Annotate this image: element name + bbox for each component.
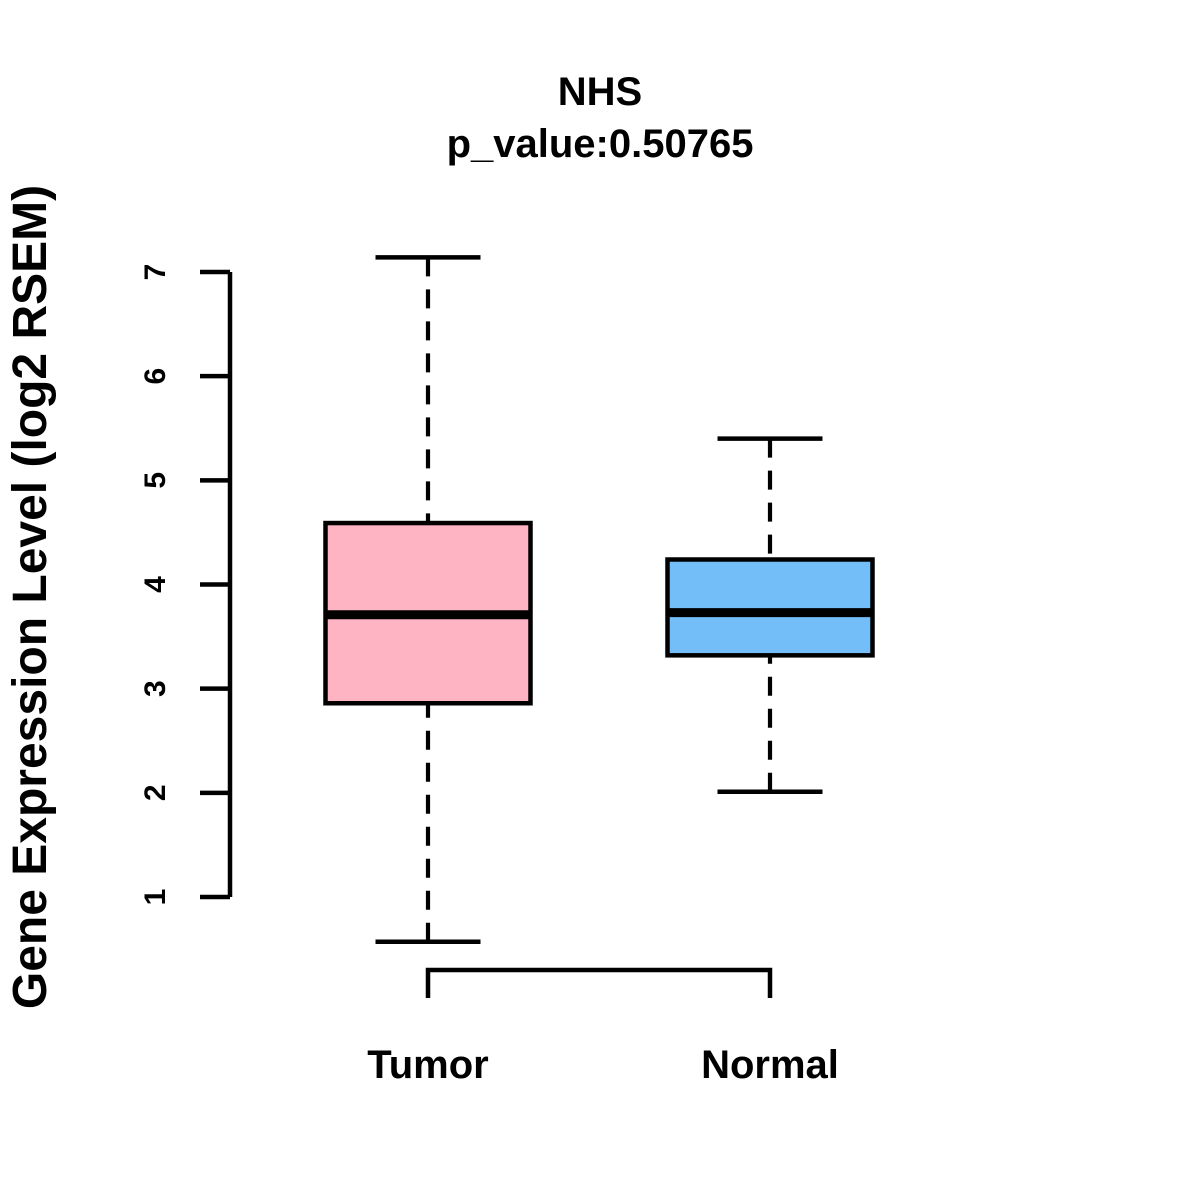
y-tick-label: 1 [139, 889, 172, 906]
y-tick-label: 5 [139, 472, 172, 489]
x-axis-bracket [425, 967, 773, 998]
box-group-normal [665, 436, 875, 795]
y-tick-label: 2 [139, 784, 172, 801]
y-tick-label: 4 [139, 576, 172, 593]
y-tick-label: 7 [139, 264, 172, 281]
chart-subtitle: p_value:0.50765 [447, 122, 754, 166]
y-axis-title: Gene Expression Level (log2 RSEM) [4, 185, 57, 1009]
chart-title: NHS [558, 70, 642, 114]
y-tick-label: 3 [139, 680, 172, 697]
box-group-tumor [323, 255, 533, 945]
x-category-label: Normal [701, 1043, 839, 1087]
iqr-box [665, 557, 875, 658]
x-category-label: Tumor [367, 1043, 488, 1087]
y-tick-label: 6 [139, 368, 172, 385]
